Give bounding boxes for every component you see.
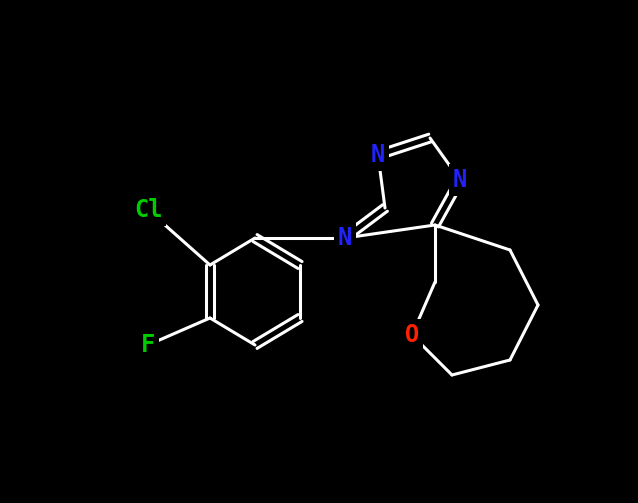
Text: O: O: [405, 323, 419, 347]
Text: N: N: [338, 226, 352, 250]
Text: N: N: [371, 143, 385, 167]
Text: Cl: Cl: [134, 198, 162, 222]
Text: F: F: [141, 333, 155, 357]
Text: N: N: [453, 168, 467, 192]
